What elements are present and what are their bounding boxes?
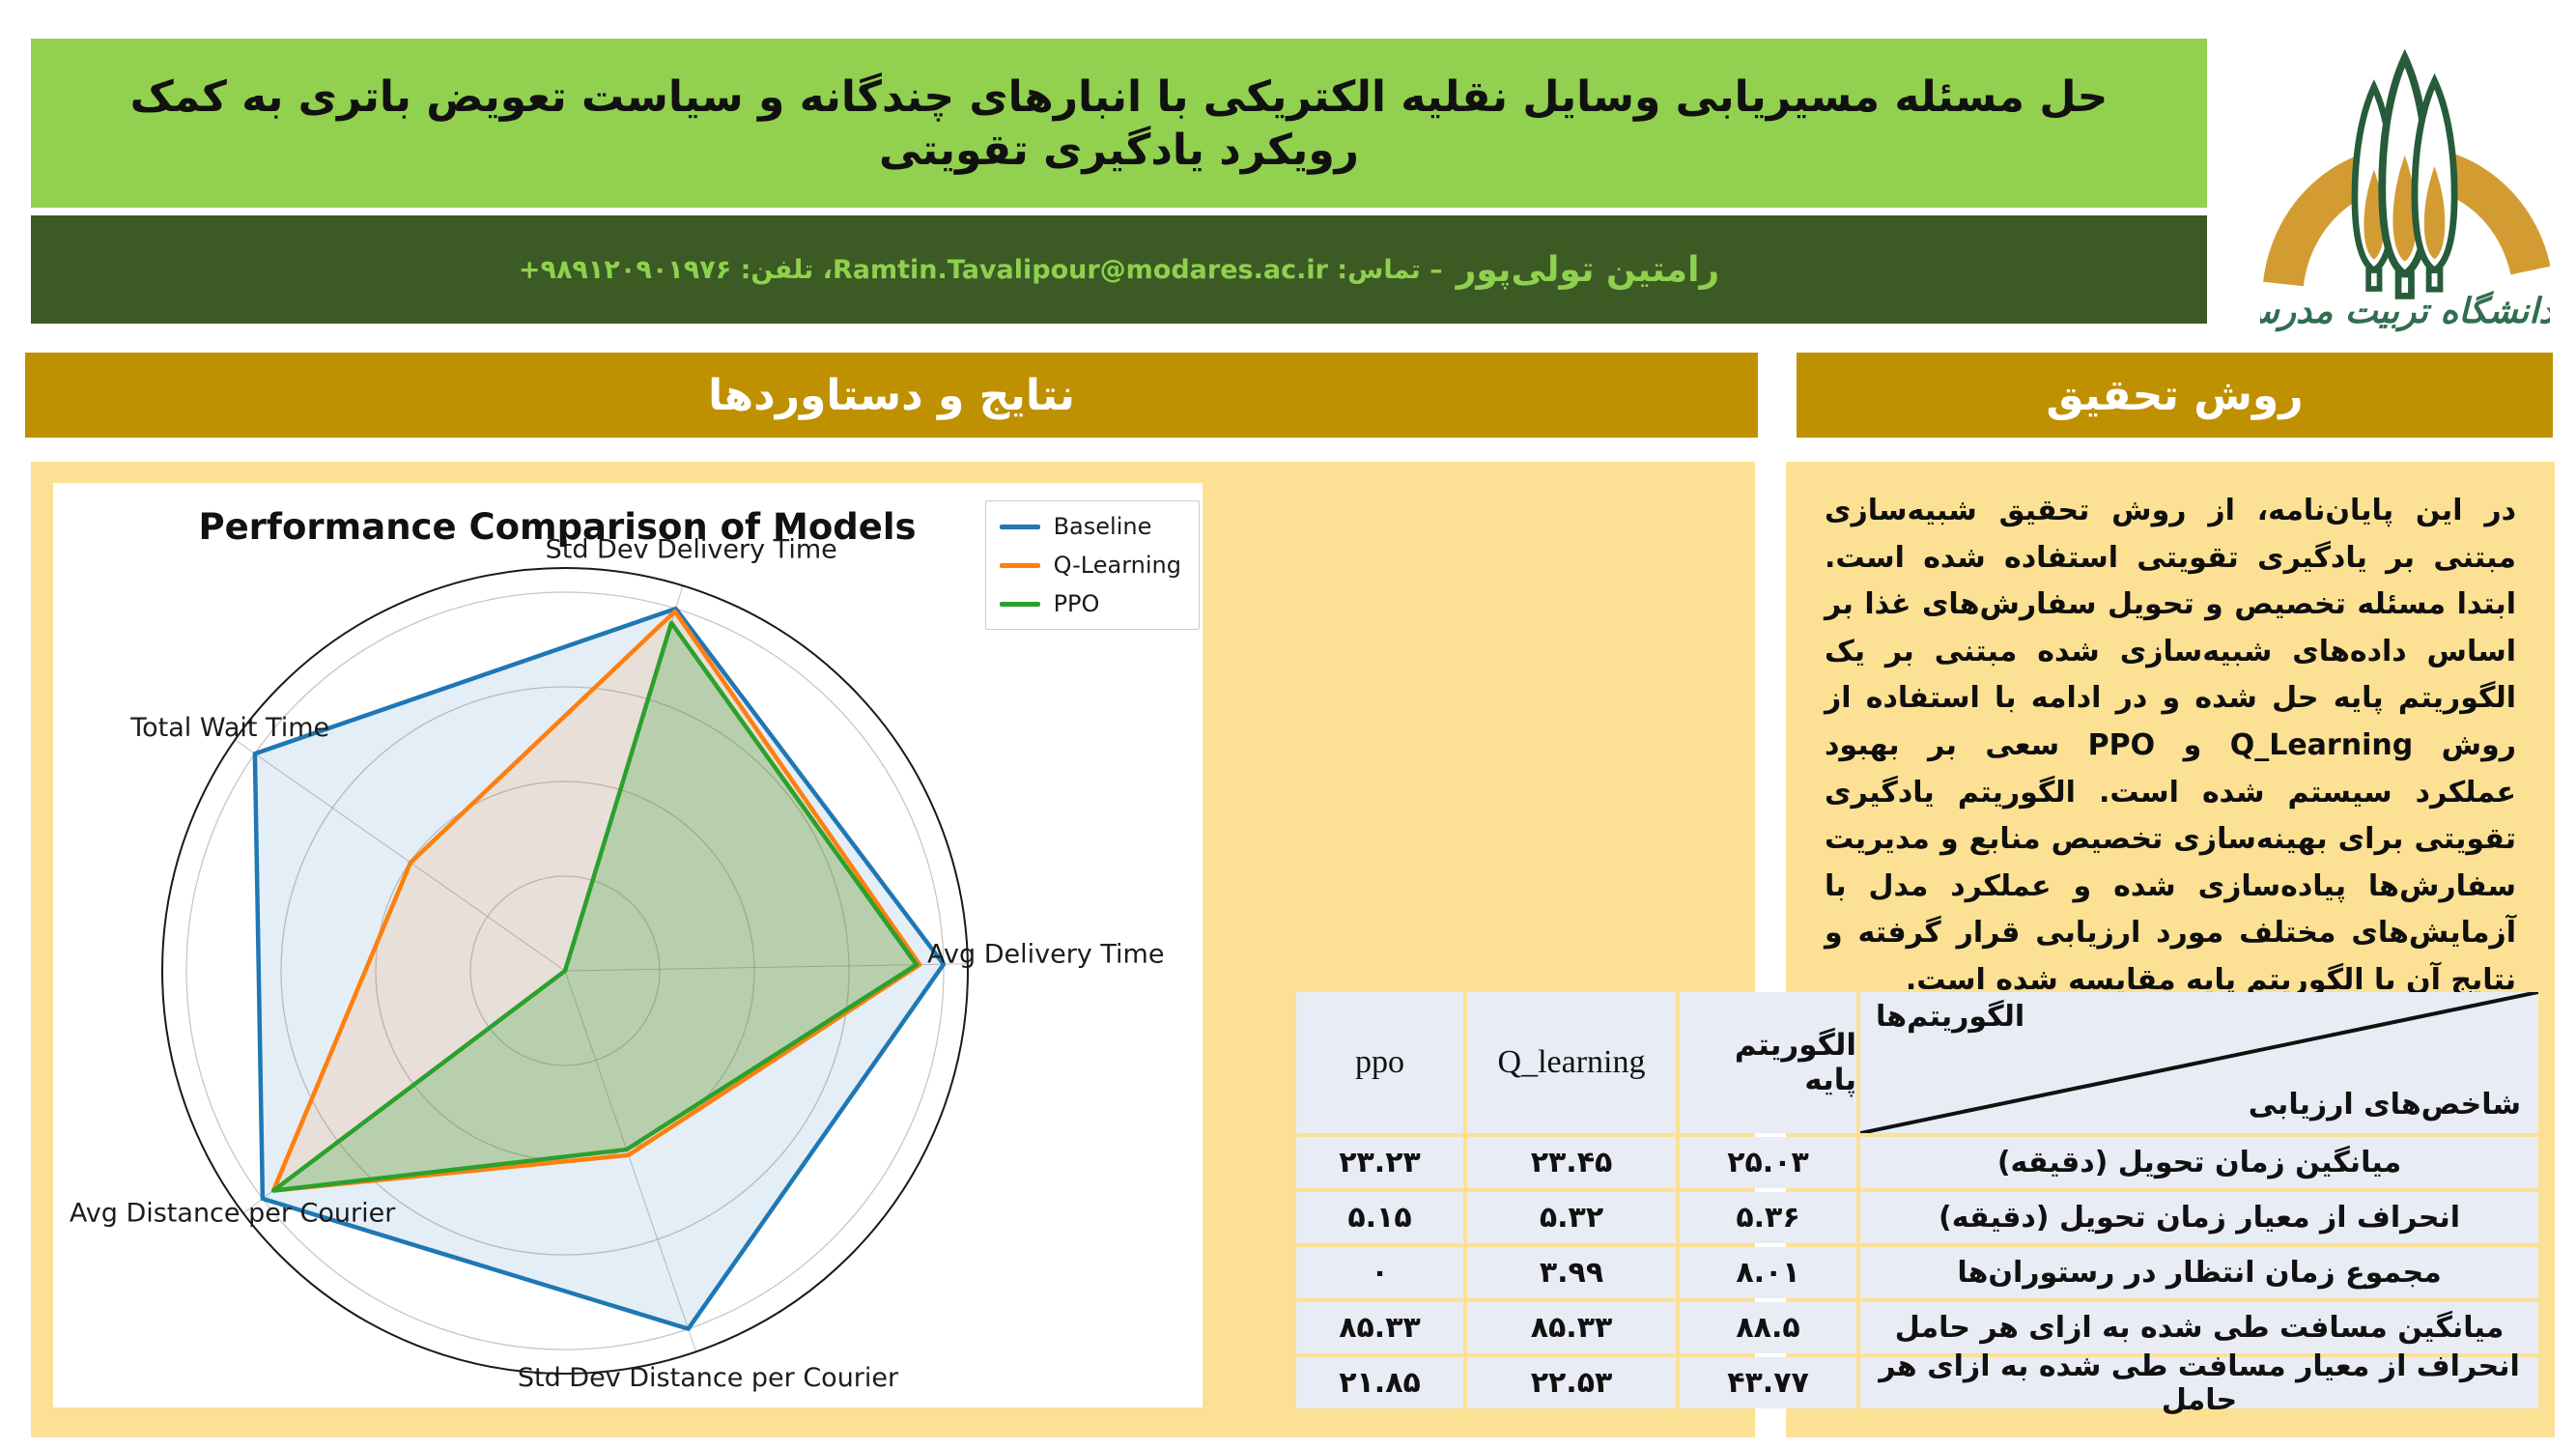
poster-title-bar: حل مسئله مسیریابی وسایل نقلیه الکتریکی ب… xyxy=(31,39,2207,208)
author-bar: رامتین تولی‌پور – تماس: Ramtin.Tavalipou… xyxy=(31,215,2207,324)
university-logo: دانشگاه تربیت مدرس xyxy=(2260,48,2550,332)
section-header-method: روش تحقیق xyxy=(1797,353,2553,438)
legend-item-ppo: PPO xyxy=(999,590,1181,617)
radar-grid-ring xyxy=(280,686,850,1256)
section-method-title: روش تحقیق xyxy=(2046,370,2304,420)
table-value-cell: ۲۵.۰۳ xyxy=(1680,1137,1856,1188)
legend-swatch-icon xyxy=(999,601,1040,607)
radar-spoke xyxy=(564,963,968,972)
table-value-cell: ۸.۰۱ xyxy=(1680,1247,1856,1298)
legend-label: Q-Learning xyxy=(1053,552,1181,579)
table-value-cell: ۲۳.۴۵ xyxy=(1467,1137,1676,1188)
table-value-cell: ۲۱.۸۵ xyxy=(1296,1357,1463,1408)
table-row-label: میانگین مسافت طی شده به ازای هر حامل xyxy=(1860,1302,2538,1353)
table-value-cell: ۴۳.۷۷ xyxy=(1680,1357,1856,1408)
radar-spoke xyxy=(235,739,566,972)
table-row-label: میانگین زمان تحویل (دقیقه) xyxy=(1860,1137,2538,1188)
radar-series-line-ppo xyxy=(270,620,920,1193)
radar-spoke xyxy=(564,970,697,1352)
chart-legend: Baseline Q-Learning PPO xyxy=(984,500,1200,630)
legend-swatch-icon xyxy=(999,524,1040,529)
table-value-cell: ۸۵.۳۳ xyxy=(1467,1302,1676,1353)
logo-text: دانشگاه تربیت مدرس xyxy=(2260,290,2550,332)
table-row-label: انحراف از معیار مسافت طی شده به ازای هر … xyxy=(1860,1350,2538,1417)
table-value-cell: ۲۳.۲۳ xyxy=(1296,1137,1463,1188)
radar-series-fill-ppo xyxy=(273,622,917,1191)
radar-axis-label: Std Dev Delivery Time xyxy=(546,535,837,565)
corner-label-algorithms: الگوریتم‌ها xyxy=(1876,1000,2025,1034)
radar-series-line-baseline xyxy=(252,606,947,1331)
table-value-cell: ۸۵.۳۳ xyxy=(1296,1302,1463,1353)
table-column-header: الگوریتم پایه xyxy=(1680,992,1856,1133)
table-value-cell: ۰ xyxy=(1296,1247,1463,1298)
legend-label: Baseline xyxy=(1053,513,1152,540)
legend-item-q-learning: Q-Learning xyxy=(999,552,1181,579)
section-results-title: نتایج و دستاوردها xyxy=(708,370,1075,420)
radar-series-fill-baseline xyxy=(254,609,944,1329)
corner-label-metrics: شاخص‌های ارزیابی xyxy=(2248,1088,2521,1122)
radar-outer-circle xyxy=(161,567,969,1375)
author-name: رامتین تولی‌پور xyxy=(1456,249,1720,290)
table-row-label: انحراف از معیار زمان تحویل (دقیقه) xyxy=(1860,1192,2538,1243)
logo-cypress-trees-icon xyxy=(2351,48,2458,299)
radar-axis-label: Total Wait Time xyxy=(129,713,329,743)
legend-swatch-icon xyxy=(999,562,1040,568)
table-column-header: ppo xyxy=(1296,992,1463,1133)
radar-grid-ring xyxy=(469,875,661,1066)
table-value-cell: ۳.۹۹ xyxy=(1467,1247,1676,1298)
radar-axis-label: Avg Distance per Courier xyxy=(70,1199,396,1229)
radar-axis-label: Avg Delivery Time xyxy=(927,939,1164,969)
corner-diagonal-line xyxy=(1860,992,2538,1133)
table-column-header: Q_learning xyxy=(1467,992,1676,1133)
radar-chart: Std Dev Delivery Time Avg Delivery Time St… xyxy=(70,506,1165,1393)
table-corner-cell: الگوریتم‌ها شاخص‌های ارزیابی xyxy=(1860,992,2538,1133)
chart-title: Performance Comparison of Models xyxy=(198,506,916,548)
table-value-cell: ۲۲.۵۳ xyxy=(1467,1357,1676,1408)
table-row-label: مجموع زمان انتظار در رستوران‌ها xyxy=(1860,1247,2538,1298)
radar-series-line-q-learning xyxy=(270,609,922,1193)
radar-chart-box: Std Dev Delivery Time Avg Delivery Time St… xyxy=(53,483,1203,1407)
radar-axis-label: Std Dev Distance per Courier xyxy=(518,1363,899,1393)
author-contact: – تماس: Ramtin.Tavalipour@modares.ac.ir،… xyxy=(518,254,1443,285)
table-value-cell: ۵.۳۶ xyxy=(1680,1192,1856,1243)
legend-label: PPO xyxy=(1053,590,1100,617)
metrics-table: الگوریتم‌ها شاخص‌های ارزیابی الگوریتم پایه… xyxy=(1292,992,2538,1417)
legend-item-baseline: Baseline xyxy=(999,513,1181,540)
poster-title: حل مسئله مسیریابی وسایل نقلیه الکتریکی ب… xyxy=(129,71,2109,175)
radar-grid-ring xyxy=(185,591,945,1350)
radar-series-fill-q-learning xyxy=(273,611,920,1191)
table-value-cell: ۵.۱۵ xyxy=(1296,1192,1463,1243)
table-value-cell: ۸۸.۵ xyxy=(1680,1302,1856,1353)
section-header-results: نتایج و دستاوردها xyxy=(25,353,1758,438)
method-description: در این پایان‌نامه، از روش تحقیق شبیه‌ساز… xyxy=(1825,494,2516,997)
table-value-cell: ۵.۳۲ xyxy=(1467,1192,1676,1243)
